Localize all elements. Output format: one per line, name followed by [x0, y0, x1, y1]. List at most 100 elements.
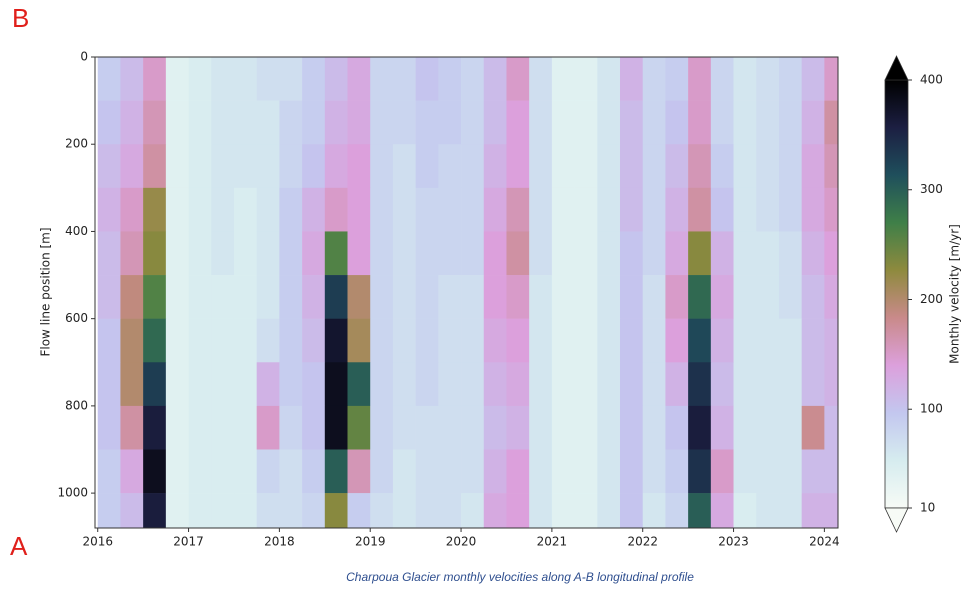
x-tick-label: 2018: [264, 535, 295, 549]
heatmap-cell: [733, 187, 757, 232]
heatmap-cell: [279, 318, 303, 363]
heatmap-cell: [529, 187, 553, 232]
heatmap-cell: [620, 100, 644, 145]
heatmap-cell: [233, 231, 257, 276]
panel-label: B: [12, 3, 29, 33]
heatmap-cell: [756, 318, 780, 363]
colorbar-label: Monthly velocity [m/yr]: [948, 224, 962, 364]
heatmap-cell: [529, 57, 553, 101]
heatmap-cell: [233, 362, 257, 407]
heatmap-cell: [438, 144, 462, 189]
heatmap-cell: [642, 362, 666, 407]
heatmap-cell: [574, 449, 598, 494]
heatmap-cell: [529, 144, 553, 189]
heatmap-cell: [665, 187, 689, 232]
heatmap-cell: [97, 57, 121, 101]
heatmap-cell: [688, 187, 712, 232]
heatmap-cell: [302, 449, 326, 494]
heatmap-cell: [778, 405, 802, 450]
heatmap-cell: [370, 231, 394, 276]
heatmap-cell: [620, 275, 644, 319]
heatmap-cell: [324, 57, 348, 101]
heatmap-cell: [188, 57, 212, 101]
heatmap-cell: [597, 57, 621, 101]
heatmap-cell: [211, 362, 235, 407]
heatmap-cell: [665, 144, 689, 189]
heatmap-cell: [597, 449, 621, 494]
heatmap-cell: [347, 231, 371, 276]
heatmap-cell: [370, 275, 394, 319]
x-tick-label: 2017: [173, 535, 204, 549]
heatmap-cell: [370, 318, 394, 363]
heatmap-cell: [801, 187, 825, 232]
heatmap: [97, 57, 839, 529]
heatmap-cell: [733, 100, 757, 145]
heatmap-cell: [347, 100, 371, 145]
heatmap-cell: [256, 231, 280, 276]
heatmap-cell: [324, 187, 348, 232]
heatmap-cell: [143, 275, 167, 319]
heatmap-cell: [370, 493, 394, 529]
heatmap-cell: [143, 231, 167, 276]
heatmap-cell: [597, 405, 621, 450]
heatmap-cell: [279, 187, 303, 232]
heatmap-cell: [620, 318, 644, 363]
heatmap-cell: [620, 144, 644, 189]
heatmap-cell: [438, 449, 462, 494]
x-tick-label: 2024: [809, 535, 840, 549]
heatmap-cell: [620, 57, 644, 101]
heatmap-cell: [710, 405, 734, 450]
heatmap-cell: [256, 493, 280, 529]
heatmap-cell: [302, 405, 326, 450]
heatmap-cell: [165, 187, 189, 232]
heatmap-cell: [756, 187, 780, 232]
heatmap-cell: [324, 318, 348, 363]
heatmap-cell: [665, 231, 689, 276]
heatmap-cell: [710, 493, 734, 529]
heatmap-cell: [529, 362, 553, 407]
heatmap-cell: [824, 362, 839, 407]
heatmap-cell: [778, 275, 802, 319]
heatmap-cell: [211, 449, 235, 494]
heatmap-cell: [756, 100, 780, 145]
heatmap-cell: [642, 144, 666, 189]
heatmap-cell: [778, 362, 802, 407]
heatmap-cell: [256, 144, 280, 189]
heatmap-cell: [324, 231, 348, 276]
heatmap-cell: [710, 144, 734, 189]
heatmap-cell: [233, 318, 257, 363]
heatmap-cell: [756, 144, 780, 189]
heatmap-cell: [165, 57, 189, 101]
heatmap-cell: [211, 318, 235, 363]
heatmap-cell: [756, 275, 780, 319]
heatmap-cell: [597, 275, 621, 319]
heatmap-cell: [392, 318, 416, 363]
heatmap-cell: [165, 275, 189, 319]
heatmap-cell: [415, 449, 439, 494]
heatmap-cell: [506, 318, 530, 363]
heatmap-cell: [97, 144, 121, 189]
heatmap-cell: [574, 231, 598, 276]
heatmap-cell: [233, 144, 257, 189]
heatmap-cell: [165, 493, 189, 529]
heatmap-cell: [710, 318, 734, 363]
heatmap-cell: [506, 57, 530, 101]
heatmap-cell: [824, 318, 839, 363]
heatmap-cell: [756, 231, 780, 276]
heatmap-cell: [461, 275, 485, 319]
heatmap-cell: [324, 449, 348, 494]
heatmap-cell: [801, 493, 825, 529]
heatmap-cell: [211, 144, 235, 189]
heatmap-cell: [665, 57, 689, 101]
heatmap-cell: [733, 405, 757, 450]
heatmap-cell: [483, 318, 507, 363]
heatmap-cell: [279, 493, 303, 529]
heatmap-cell: [574, 144, 598, 189]
heatmap-cell: [97, 275, 121, 319]
heatmap-cell: [143, 318, 167, 363]
heatmap-cell: [211, 493, 235, 529]
heatmap-cell: [801, 275, 825, 319]
heatmap-cell: [324, 275, 348, 319]
heatmap-cell: [188, 362, 212, 407]
heatmap-cell: [211, 231, 235, 276]
